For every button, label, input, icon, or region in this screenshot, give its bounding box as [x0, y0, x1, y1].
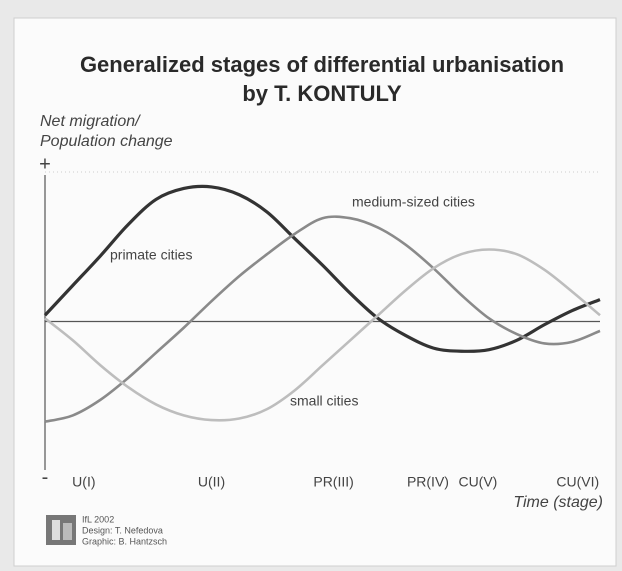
series-label: primate cities — [110, 247, 192, 263]
x-tick-label: CU(VI) — [556, 474, 599, 490]
series-line — [43, 184, 601, 353]
series-line — [44, 248, 601, 422]
x-tick-label: CU(V) — [458, 474, 497, 490]
series-line — [44, 215, 601, 423]
credit: Design: T. Nefedova — [82, 525, 163, 535]
card — [13, 17, 617, 567]
series-label: small cities — [290, 393, 358, 409]
series-label: medium-sized cities — [352, 194, 475, 210]
chart-subtitle: by T. KONTULY — [242, 81, 402, 106]
x-tick-label: PR(IV) — [407, 474, 449, 490]
credit: IfL 2002 — [82, 514, 114, 524]
y-tick-label: - — [42, 466, 49, 488]
chart-title: Generalized stages of differential urban… — [80, 52, 564, 77]
x-axis-label: Time (stage) — [513, 494, 603, 511]
credit: Graphic: B. Hantzsch — [82, 536, 167, 546]
x-tick-label: U(I) — [72, 474, 95, 490]
x-tick-label: U(II) — [198, 474, 225, 490]
y-tick-label: + — [39, 153, 51, 175]
y-axis-label: Population change — [40, 133, 173, 150]
logo — [46, 515, 76, 545]
x-tick-label: PR(III) — [313, 474, 353, 490]
y-axis-label: Net migration/ — [40, 113, 141, 130]
